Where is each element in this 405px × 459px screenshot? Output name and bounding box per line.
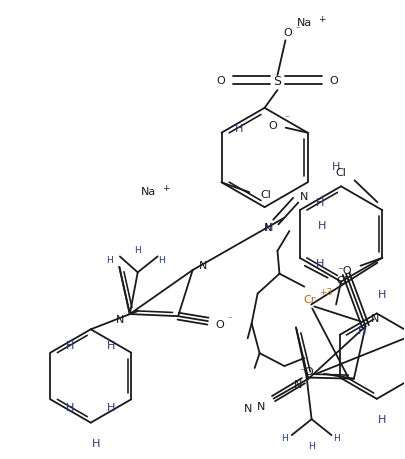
Text: N: N xyxy=(256,401,265,411)
Text: H: H xyxy=(318,220,326,230)
Text: H: H xyxy=(66,340,75,350)
Text: ⁻: ⁻ xyxy=(227,315,232,324)
Text: O: O xyxy=(217,76,225,86)
Text: Cl: Cl xyxy=(261,190,272,200)
Text: ⁻O: ⁻O xyxy=(299,366,313,376)
Text: N: N xyxy=(371,313,379,324)
Text: H: H xyxy=(315,258,324,268)
Text: H: H xyxy=(92,437,100,448)
Text: Cl: Cl xyxy=(336,275,347,285)
Text: N: N xyxy=(198,261,207,270)
Text: H: H xyxy=(315,198,324,208)
Text: O: O xyxy=(330,76,339,86)
Text: N: N xyxy=(299,192,308,202)
Text: +: + xyxy=(318,15,326,24)
Text: N: N xyxy=(243,403,252,413)
Text: ⁻: ⁻ xyxy=(284,114,289,123)
Text: ⁻O: ⁻O xyxy=(337,265,352,275)
Text: N: N xyxy=(294,379,303,389)
Text: H: H xyxy=(358,325,366,335)
Text: S: S xyxy=(273,74,281,87)
Text: H: H xyxy=(107,255,113,264)
Text: ⁻: ⁻ xyxy=(295,25,300,34)
Text: Cl: Cl xyxy=(335,168,346,178)
Text: H: H xyxy=(134,246,141,254)
Text: H: H xyxy=(66,403,75,412)
Text: O: O xyxy=(215,319,224,330)
Text: H: H xyxy=(265,223,274,233)
Text: O: O xyxy=(269,120,277,130)
Text: H: H xyxy=(107,403,115,412)
Text: H: H xyxy=(332,162,340,172)
Text: H: H xyxy=(281,433,288,442)
Text: H: H xyxy=(308,441,315,449)
Text: H: H xyxy=(107,340,115,350)
Text: H: H xyxy=(377,289,386,299)
Text: H: H xyxy=(377,414,386,424)
Text: N: N xyxy=(116,314,124,325)
Text: Cr: Cr xyxy=(303,294,315,304)
Text: Na: Na xyxy=(297,18,312,28)
Text: N: N xyxy=(264,223,272,233)
Text: +3: +3 xyxy=(320,287,333,297)
Text: O: O xyxy=(283,28,292,38)
Text: Na: Na xyxy=(141,187,156,197)
Text: +: + xyxy=(162,184,170,192)
Text: H: H xyxy=(235,123,244,134)
Text: H: H xyxy=(158,255,165,264)
Text: H: H xyxy=(333,433,340,442)
